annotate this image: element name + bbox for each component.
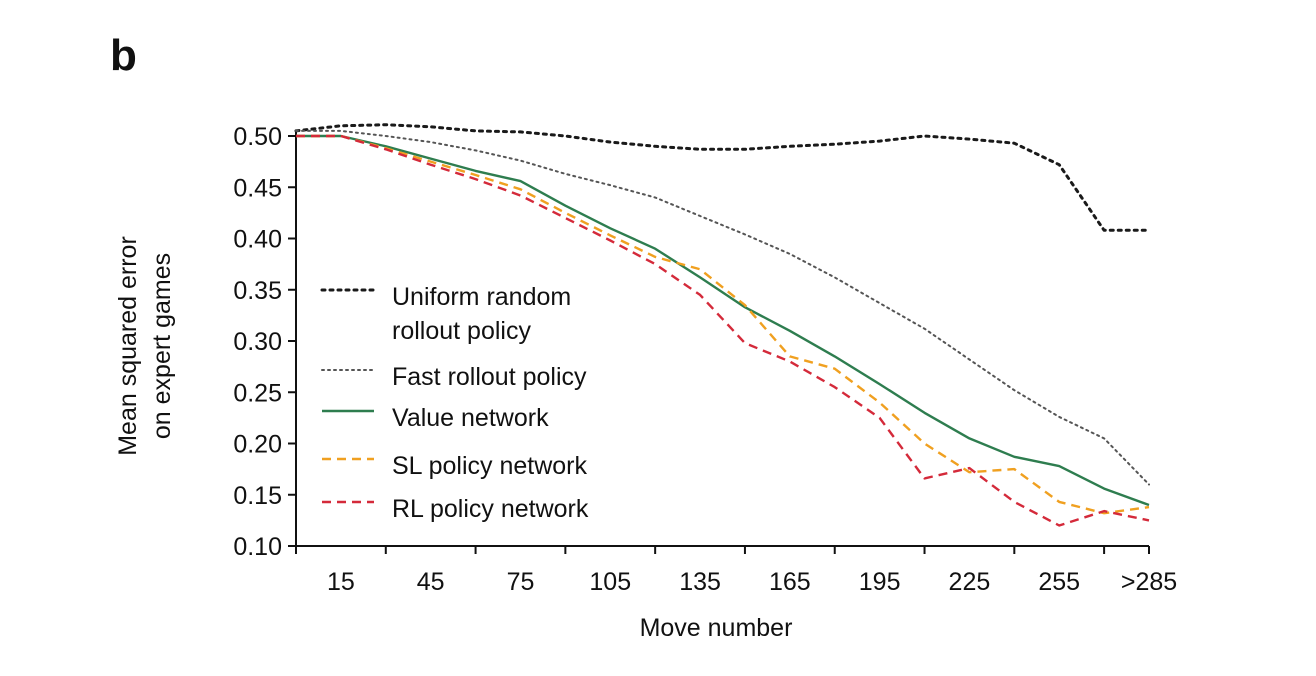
x-tick-label: 135 bbox=[679, 568, 721, 596]
y-axis-title-line-2: on expert games bbox=[148, 253, 176, 439]
axes bbox=[295, 130, 1149, 547]
series-layer bbox=[294, 123, 1151, 527]
y-axis-title-line-1: Mean squared error bbox=[114, 236, 142, 456]
y-tick-label: 0.40 bbox=[233, 226, 282, 254]
series-line-0 bbox=[294, 123, 1151, 232]
y-tick-label: 0.20 bbox=[233, 431, 282, 459]
x-tick-label: 15 bbox=[327, 568, 355, 596]
series-line-2 bbox=[296, 134, 1150, 507]
legend: Uniform random rollout policy Fast rollout… bbox=[320, 283, 589, 523]
panel-label: b bbox=[110, 31, 137, 80]
y-tick-label: 0.45 bbox=[233, 174, 282, 202]
legend-label: Fast rollout policy bbox=[392, 363, 587, 391]
x-axis-title: Move number bbox=[640, 614, 793, 642]
y-axis-title: Mean squared error on expert games bbox=[114, 236, 176, 456]
series-line-3 bbox=[296, 134, 1150, 515]
series-line-4 bbox=[296, 134, 1150, 527]
legend-label: rollout policy bbox=[392, 317, 531, 345]
x-tick-label: 45 bbox=[417, 568, 445, 596]
legend-label: Value network bbox=[392, 404, 549, 432]
x-tick-label: 165 bbox=[769, 568, 811, 596]
legend-label: SL policy network bbox=[392, 452, 587, 480]
x-ticks: 15 45 75 105 135 165 195 225 255 >285 bbox=[295, 546, 1177, 596]
y-tick-label: 0.35 bbox=[233, 277, 282, 305]
y-tick-label: 0.10 bbox=[233, 533, 282, 561]
x-tick-label: 255 bbox=[1038, 568, 1080, 596]
x-tick-label: 105 bbox=[589, 568, 631, 596]
y-tick-label: 0.30 bbox=[233, 328, 282, 356]
x-tick-label: >285 bbox=[1121, 568, 1177, 596]
y-tick-label: 0.50 bbox=[233, 123, 282, 151]
legend-label: RL policy network bbox=[392, 495, 589, 523]
y-tick-label: 0.25 bbox=[233, 379, 282, 407]
x-tick-label: 225 bbox=[949, 568, 991, 596]
y-tick-label: 0.15 bbox=[233, 482, 282, 510]
legend-label: Uniform random bbox=[392, 283, 571, 311]
y-ticks: 0.50 0.45 0.40 0.35 0.30 0.25 0.20 0.15 0.10 bbox=[233, 123, 296, 561]
x-tick-label: 75 bbox=[507, 568, 535, 596]
x-tick-label: 195 bbox=[859, 568, 901, 596]
series-line-1 bbox=[295, 129, 1150, 486]
